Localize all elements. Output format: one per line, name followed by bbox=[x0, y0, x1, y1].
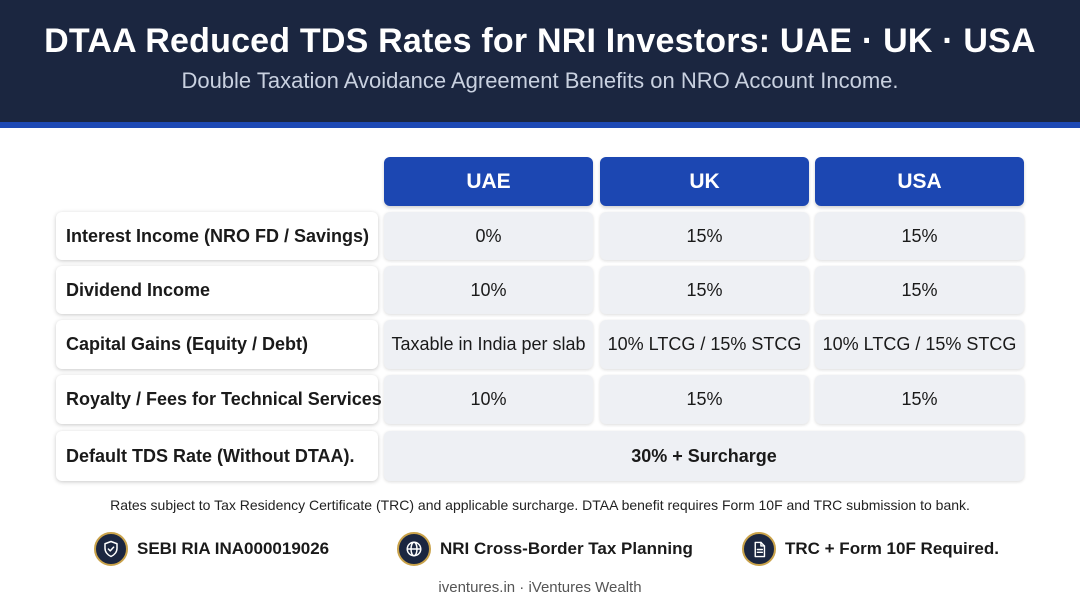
row-label-capital-gains: Capital Gains (Equity / Debt) bbox=[56, 320, 378, 369]
table-cell: 10% bbox=[384, 375, 593, 424]
table-cell: 10% LTCG / 15% STCG bbox=[815, 320, 1024, 369]
site-credit: iventures.in · iVentures Wealth bbox=[438, 579, 642, 596]
table-cell: 10% bbox=[384, 266, 593, 314]
badge-sebi-ria: SEBI RIA INA000019026 bbox=[94, 531, 329, 567]
row-label-default-tds: Default TDS Rate (Without DTAA). bbox=[56, 431, 378, 481]
page-subtitle: Double Taxation Avoidance Agreement Bene… bbox=[181, 68, 899, 93]
row-label-interest-income: Interest Income (NRO FD / Savings) bbox=[56, 212, 378, 260]
document-icon bbox=[742, 532, 776, 566]
table-cell: 15% bbox=[600, 375, 809, 424]
page-title: DTAA Reduced TDS Rates for NRI Investors… bbox=[44, 22, 1036, 60]
footnote: Rates subject to Tax Residency Certifica… bbox=[110, 497, 970, 513]
badge-label: TRC + Form 10F Required. bbox=[785, 539, 999, 558]
table-cell: Taxable in India per slab bbox=[384, 320, 593, 369]
badge-trc-form: TRC + Form 10F Required. bbox=[742, 531, 999, 567]
table-cell: 15% bbox=[815, 266, 1024, 314]
column-header-usa: USA bbox=[815, 157, 1024, 206]
badge-label: SEBI RIA INA000019026 bbox=[137, 539, 330, 558]
column-header-uae: UAE bbox=[384, 157, 593, 206]
table-cell: 15% bbox=[600, 266, 809, 314]
globe-icon bbox=[397, 532, 431, 566]
row-label-dividend-income: Dividend Income bbox=[56, 266, 378, 314]
table-cell: 15% bbox=[815, 212, 1024, 260]
badge-cross-border: NRI Cross-Border Tax Planning bbox=[397, 531, 693, 567]
column-header-uk: UK bbox=[600, 157, 809, 206]
table-cell: 15% bbox=[815, 375, 1024, 424]
default-tds-value: 30% + Surcharge bbox=[384, 431, 1024, 481]
shield-check-icon bbox=[94, 532, 128, 566]
header-banner: DTAA Reduced TDS Rates for NRI Investors… bbox=[0, 0, 1080, 122]
badge-label: NRI Cross-Border Tax Planning bbox=[440, 539, 693, 558]
table-cell: 10% LTCG / 15% STCG bbox=[600, 320, 809, 369]
row-label-royalty-fees: Royalty / Fees for Technical Services bbox=[56, 375, 382, 424]
table-cell: 0% bbox=[384, 212, 593, 260]
table-cell: 15% bbox=[600, 212, 809, 260]
header-divider bbox=[0, 122, 1080, 128]
